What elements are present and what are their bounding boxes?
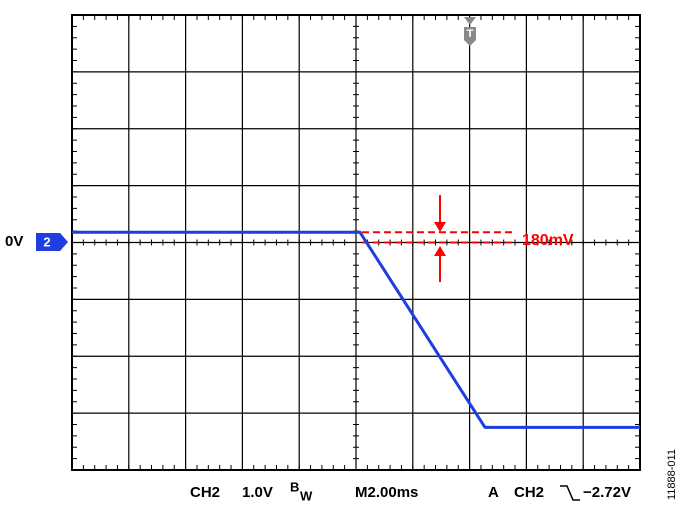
annotation-arrows [434, 195, 446, 282]
channel-marker-shape [36, 233, 68, 251]
status-bw-sub: W [300, 488, 313, 503]
status-channel: CH2 [190, 484, 220, 501]
status-scale: 1.0V [242, 484, 273, 501]
trigger-marker-shape [464, 17, 476, 46]
trigger-marker: T [467, 28, 474, 40]
ground-label: 0V [5, 233, 23, 250]
annotation-label: 180mV [522, 232, 574, 249]
falling-edge-icon [560, 485, 580, 501]
status-trigger-level: −2.72V [583, 484, 631, 501]
trace [72, 230, 640, 429]
channel-marker: 2 [43, 234, 50, 249]
status-trigger-channel: CH2 [514, 484, 544, 501]
figure-id: 11888-011 [666, 449, 678, 500]
status-timebase: M2.00ms [355, 484, 418, 501]
status-trigger-mode: A [488, 484, 499, 501]
status-bw: B [290, 479, 299, 494]
